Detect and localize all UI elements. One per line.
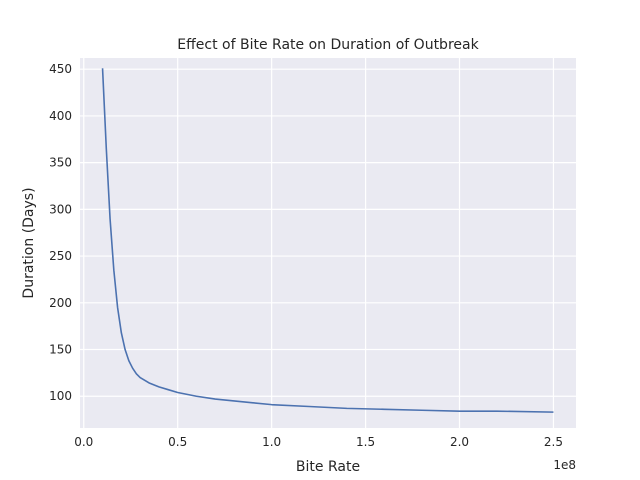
x-tick-label: 0.0 (74, 435, 93, 449)
y-axis-label: Duration (Days) (21, 187, 37, 298)
x-tick-label: 1.5 (356, 435, 375, 449)
x-tick-label: 2.0 (450, 435, 469, 449)
y-tick-label: 450 (49, 62, 72, 76)
x-offset-label: 1e8 (553, 458, 576, 472)
chart-title: Effect of Bite Rate on Duration of Outbr… (177, 37, 479, 53)
ticks: 0.0 0.5 1.0 1.5 2.0 2.5 100 150 200 250 300 350 400 4… (49, 62, 563, 449)
x-tick-label: 1.0 (262, 435, 281, 449)
y-tick-label: 400 (49, 109, 72, 123)
y-tick-label: 100 (49, 389, 72, 403)
grid (80, 58, 576, 428)
y-tick-label: 200 (49, 296, 72, 310)
x-axis-label: Bite Rate (296, 459, 360, 475)
y-tick-label: 150 (49, 343, 72, 357)
plot-background (80, 58, 576, 428)
x-tick-label: 0.5 (168, 435, 187, 449)
y-tick-label: 300 (49, 202, 72, 216)
series-line (101, 68, 554, 413)
y-tick-label: 350 (49, 156, 72, 170)
y-tick-label: 250 (49, 249, 72, 263)
x-tick-label: 2.5 (544, 435, 563, 449)
